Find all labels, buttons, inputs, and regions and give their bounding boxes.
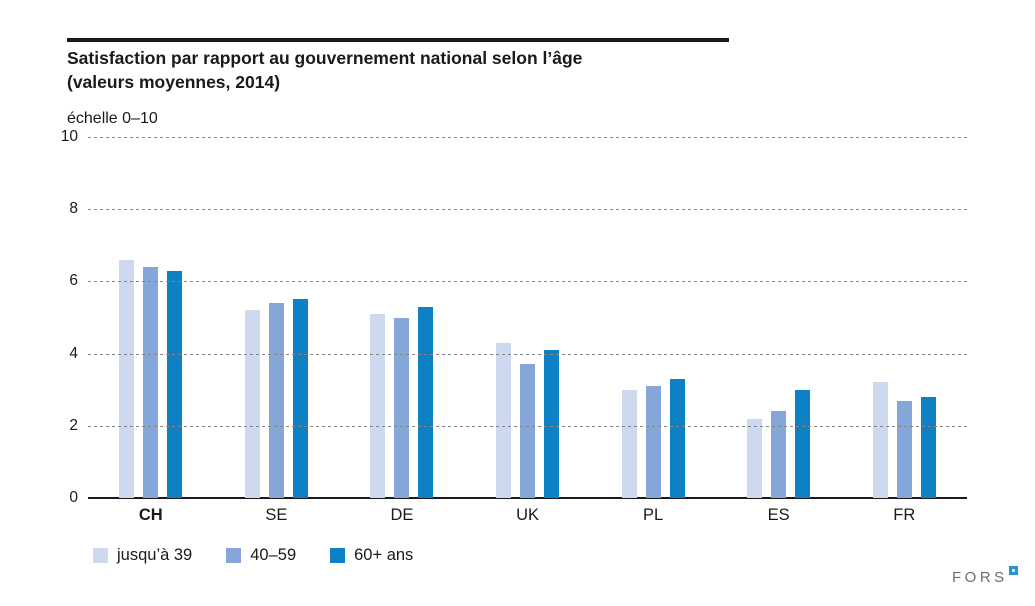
bar-group-uk (465, 137, 591, 498)
gridline-10 (88, 137, 967, 138)
bar-uk-60+-ans (544, 350, 560, 498)
bar-group-es (716, 137, 842, 498)
plot-area: CH SE DE UK PL ES FR 0 2 4 6 8 10 (61, 128, 967, 524)
bar-es-60+-ans (795, 389, 811, 498)
chart-title-line1: Satisfaction par rapport au gouvernement… (67, 48, 583, 68)
legend-item-1: 40–59 (226, 546, 296, 565)
y-tick-label-8: 8 (69, 200, 78, 218)
bar-fr-40-59 (896, 400, 912, 498)
x-axis-label-pl: PL (643, 506, 664, 524)
x-axis-label-uk: UK (516, 506, 539, 524)
title-rule (67, 38, 729, 42)
legend: jusqu’à 39 40–59 60+ ans (93, 546, 413, 565)
bar-group-fr (841, 137, 967, 498)
x-axis-label-se: SE (265, 506, 288, 524)
bars-row (88, 137, 967, 498)
fors-logo-text: FORS (952, 569, 1008, 586)
gridline-8 (88, 209, 967, 211)
y-axis-scale-label: échelle 0–10 (67, 110, 158, 127)
x-axis-line (88, 497, 967, 499)
bar-se-60+-ans (292, 299, 308, 498)
bar-ch-jusqu-à-39 (119, 259, 135, 498)
legend-swatch-icon (226, 548, 242, 563)
x-axis-label-fr: FR (893, 506, 916, 524)
bar-es-jusqu-à-39 (747, 418, 763, 498)
x-axis-labels: CH SE DE UK PL ES FR (88, 506, 967, 525)
x-axis-label-ch: CH (138, 506, 163, 524)
legend-label: 60+ ans (354, 546, 414, 564)
y-tick-label-4: 4 (69, 344, 78, 362)
y-tick-label-2: 2 (69, 416, 78, 434)
bar-uk-jusqu-à-39 (496, 342, 512, 498)
bar-de-40-59 (394, 317, 410, 498)
fors-logo-square-icon (1008, 566, 1018, 575)
bar-pl-jusqu-à-39 (621, 389, 637, 498)
bar-de-60+-ans (418, 306, 434, 498)
x-axis-label-de: DE (390, 506, 414, 524)
bar-group-de (339, 137, 465, 498)
y-tick-label-10: 10 (60, 128, 78, 145)
bar-group-se (214, 137, 340, 498)
bar-se-40-59 (268, 303, 284, 498)
chart-title: Satisfaction par rapport au gouvernement… (67, 46, 767, 94)
legend-item-2: 60+ ans (330, 546, 413, 565)
y-tick-label-0: 0 (69, 489, 78, 506)
bar-fr-60+-ans (920, 396, 936, 498)
gridline-2 (88, 425, 967, 427)
bar-ch-40-59 (143, 266, 159, 498)
bar-ch-60+-ans (167, 270, 183, 498)
bar-pl-60+-ans (669, 378, 685, 498)
y-tick-label-6: 6 (69, 272, 78, 290)
bar-fr-jusqu-à-39 (872, 382, 888, 498)
legend-item-0: jusqu’à 39 (93, 546, 192, 565)
bar-pl-40-59 (645, 386, 661, 498)
bar-uk-40-59 (520, 364, 536, 498)
chart-title-line2: (valeurs moyennes, 2014) (67, 72, 281, 92)
bar-group-ch (88, 137, 214, 498)
legend-label: 40–59 (250, 546, 297, 564)
bar-es-40-59 (771, 411, 787, 498)
fors-logo: FORS (952, 566, 1018, 587)
bar-de-jusqu-à-39 (370, 313, 386, 498)
bar-se-jusqu-à-39 (244, 310, 260, 498)
legend-label: jusqu’à 39 (117, 546, 193, 564)
x-axis-label-es: ES (767, 506, 790, 524)
legend-swatch-icon (330, 548, 346, 563)
gridline-4 (88, 353, 967, 355)
legend-swatch-icon (93, 548, 108, 563)
bar-group-pl (590, 137, 716, 498)
gridline-6 (88, 281, 967, 283)
